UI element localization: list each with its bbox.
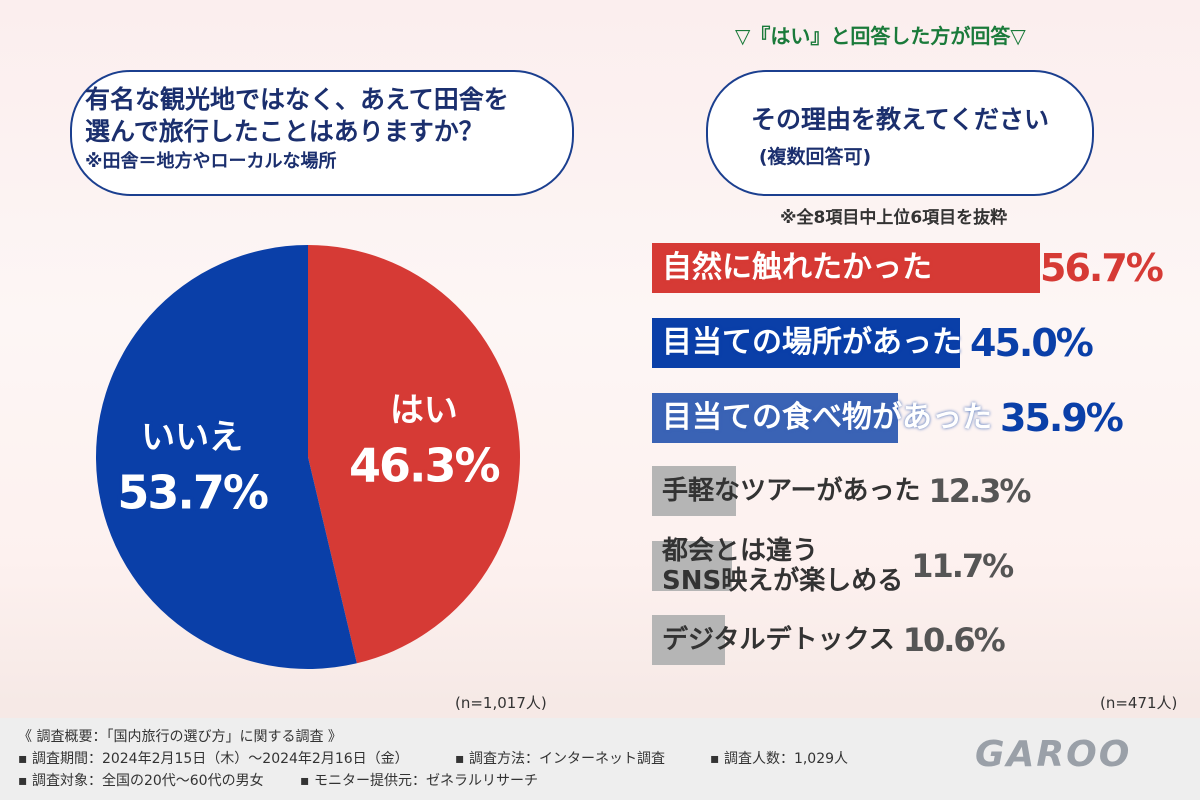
pie-slice <box>96 245 357 669</box>
bar <box>652 466 737 516</box>
bar-value: 10.6% <box>902 621 1006 659</box>
question-line: 選んで旅行したことはありますか？ <box>85 117 484 146</box>
footer-item: ▪ モニター提供元：ゼネラルリサーチ <box>300 773 538 789</box>
slice-value: 53.7% <box>117 466 267 520</box>
bar <box>652 615 725 665</box>
bar-label: 手軽なツアーがあった <box>662 476 921 506</box>
footer-title: 《 調査概要：「国内旅行の選び方」に関する調査 》 <box>18 729 342 745</box>
reason-box <box>706 70 1094 196</box>
logo: GAROO <box>975 734 1132 775</box>
sample-size: (n=471人) <box>1100 694 1178 712</box>
bar <box>652 243 1041 293</box>
bar-row: 目当ての場所があった 45.0% <box>662 318 1094 368</box>
bar-value: 56.7% <box>1040 246 1164 290</box>
reason: その理由を教えてください (複数回答可) <box>706 100 1094 169</box>
question-box <box>70 70 574 196</box>
footer-item: ▪ 調査期間：2024年2月15日（木）～2024年2月16日（金） <box>18 751 409 767</box>
bar-label: デジタルデトックス <box>662 625 895 655</box>
bar-label: 目当ての場所があった <box>662 325 962 360</box>
footer-item: ▪ 調査対象：全国の20代～60代の男女 <box>18 773 264 789</box>
reason-subtitle: (複数回答可) <box>758 146 872 168</box>
question-line: 有名な観光地ではなく、あえて田舎を <box>85 85 509 114</box>
footer: 《 調査概要：「国内旅行の選び方」に関する調査 》 ▪ 調査期間：2024年2月… <box>0 718 1200 800</box>
bar-note: ※全8項目中上位6項目を抜粋 <box>780 208 1008 228</box>
bar-value: 35.9% <box>1000 396 1124 440</box>
bar-label: 都会とは違う SNS映えが楽しめる <box>662 536 904 596</box>
bar-label: 目当ての食べ物があった <box>662 400 992 435</box>
reason-title: その理由を教えてください <box>750 105 1049 134</box>
slice-value: 46.3% <box>349 438 499 492</box>
question: 有名な観光地ではなく、あえて田舎を 選んで旅行したことはありますか？ ※田舎＝地… <box>85 84 509 176</box>
bar-row: 都会とは違う SNS映えが楽しめる 11.7% <box>662 536 1014 596</box>
bar <box>652 393 898 443</box>
footer-item: ▪ 調査人数：1,029人 <box>710 751 849 767</box>
bar-value: 12.3% <box>928 472 1031 510</box>
header: ▽『はい』と回答した方が回答▽ <box>735 24 1026 48</box>
bar-row: 手軽なツアーがあった 12.3% <box>662 466 1031 516</box>
slice-label: はい <box>390 390 458 430</box>
bar-label: 自然に触れたかった <box>662 250 932 285</box>
bar-value: 45.0% <box>970 321 1094 365</box>
question-note: ※田舎＝地方やローカルな場所 <box>85 151 337 172</box>
footer-item: ▪ 調査方法：インターネット調査 <box>455 751 665 767</box>
pie-chart: はい 46.3% いいえ 53.7% <box>96 245 520 669</box>
bar-row: 自然に触れたかった 56.7% <box>662 243 1164 293</box>
bar-value: 11.7% <box>911 547 1014 585</box>
bar <box>652 541 733 591</box>
sample-size: (n=1,017人) <box>455 694 547 712</box>
bar-row: デジタルデトックス 10.6% <box>662 615 1006 665</box>
bar-row: 目当ての食べ物があった 35.9% <box>662 393 1124 443</box>
slice-label: いいえ <box>141 418 243 458</box>
pie-slice <box>308 245 520 664</box>
bar <box>652 318 961 368</box>
